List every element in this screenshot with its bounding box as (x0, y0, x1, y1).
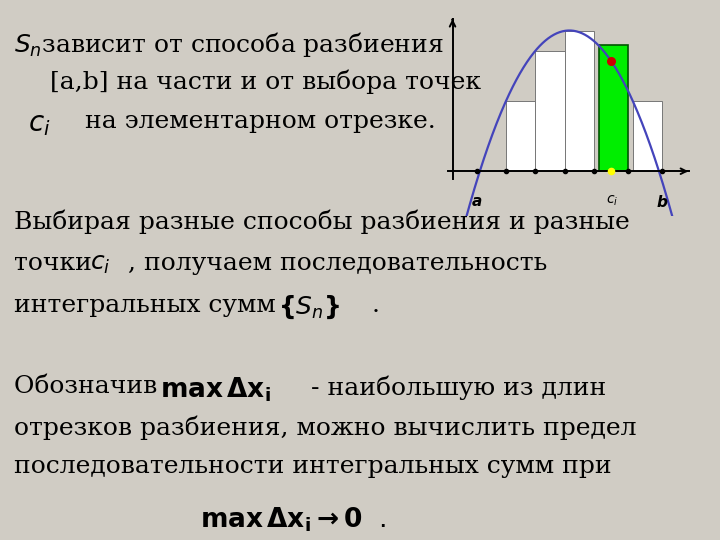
Bar (506, 101, 535, 171)
Text: .: . (356, 294, 380, 317)
Bar (535, 51, 564, 171)
Text: $\boldsymbol{c_i}$: $\boldsymbol{c_i}$ (28, 110, 50, 138)
Text: отрезков разбиения, можно вычислить предел: отрезков разбиения, можно вычислить пред… (14, 415, 636, 440)
Text: интегральных сумм: интегральных сумм (14, 294, 284, 317)
Text: $\boldsymbol{\{S_n\}}$: $\boldsymbol{\{S_n\}}$ (278, 294, 340, 321)
Text: $\mathbf{max\,\Delta x_i}$: $\mathbf{max\,\Delta x_i}$ (160, 375, 271, 403)
Text: $\boldsymbol{c_i}$: $\boldsymbol{c_i}$ (606, 194, 618, 208)
Bar (633, 101, 662, 171)
Bar (598, 45, 628, 171)
Text: Выбирая разные способы разбиения и разные: Выбирая разные способы разбиения и разны… (14, 210, 630, 234)
Text: $\mathbf{max\,\Delta x_i \to 0}$  .: $\mathbf{max\,\Delta x_i \to 0}$ . (200, 505, 387, 534)
Bar (564, 31, 594, 171)
Text: , получаем последовательность: , получаем последовательность (128, 252, 547, 275)
Text: Обозначив: Обозначив (14, 375, 174, 398)
Text: последовательности интегральных сумм при: последовательности интегральных сумм при (14, 455, 611, 478)
Text: $\boldsymbol{c_i}$: $\boldsymbol{c_i}$ (90, 252, 111, 276)
Text: [a,b] на части и от выбора точек: [a,b] на части и от выбора точек (50, 70, 481, 94)
Text: - наибольшую из длин: - наибольшую из длин (295, 375, 606, 400)
Text: $\boldsymbol{b}$: $\boldsymbol{b}$ (656, 194, 668, 210)
Text: на элементарном отрезке.: на элементарном отрезке. (85, 110, 436, 133)
Text: точки: точки (14, 252, 100, 275)
Text: $\boldsymbol{S_n}$зависит от способа разбиения: $\boldsymbol{S_n}$зависит от способа раз… (14, 30, 444, 59)
Text: $\boldsymbol{a}$: $\boldsymbol{a}$ (471, 194, 482, 208)
